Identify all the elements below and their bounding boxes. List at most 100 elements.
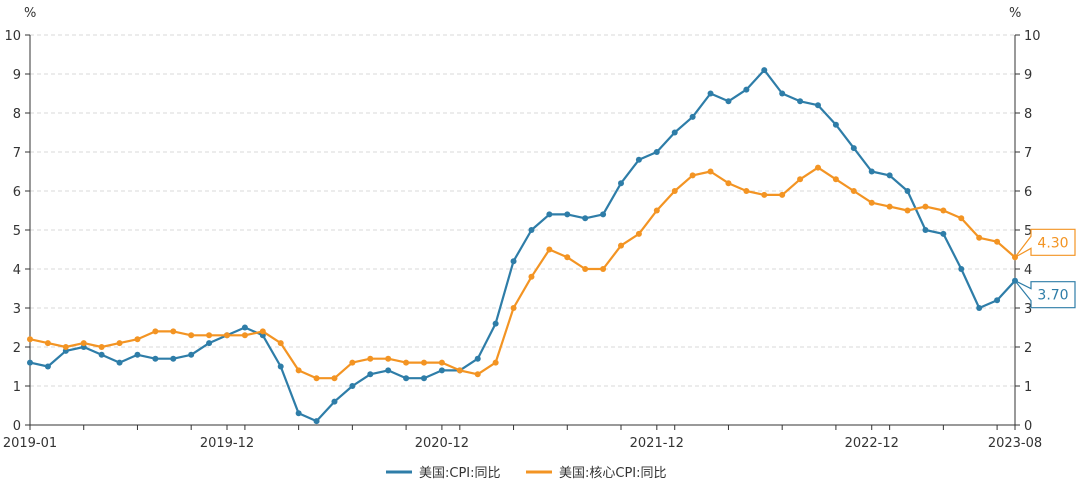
- series-1-point: [564, 211, 571, 218]
- callout-value-2: 4.30: [1037, 235, 1068, 251]
- series-1-point: [850, 145, 857, 152]
- series-1-point: [152, 355, 159, 362]
- series-1-point: [134, 351, 141, 358]
- left-y-tick-label: 3: [13, 302, 21, 317]
- series-2-point: [815, 164, 821, 171]
- series-2-point: [259, 328, 266, 335]
- x-tick-label: 2019-01: [3, 436, 57, 451]
- series-2-point: [349, 359, 356, 366]
- x-tick-label: 2021-12: [630, 436, 684, 451]
- series-2-point: [421, 359, 427, 366]
- series-2-point: [152, 328, 159, 335]
- series-1-point: [27, 359, 33, 366]
- series-1-point: [438, 367, 445, 374]
- left-y-tick-label: 5: [13, 224, 21, 239]
- series-1-point: [886, 172, 893, 179]
- left-y-tick-label: 4: [13, 263, 21, 278]
- series-1-point: [600, 211, 607, 218]
- axes: 0 0 1 1 2 2 3 3 4 4 5 5 6 6 7 7 8 8 9 9 10 10 2019-01 2019-12 20…: [3, 29, 1042, 451]
- series-2-point: [779, 191, 786, 198]
- x-tick-label: 2023-08: [988, 436, 1042, 451]
- series-1-point: [797, 98, 804, 105]
- series-1-point: [492, 320, 499, 327]
- series-2-point: [546, 246, 553, 253]
- legend-label-2[interactable]: 美国:核心CPI:同比: [559, 466, 667, 481]
- series-2-point: [170, 328, 177, 335]
- series-1-point: [653, 149, 660, 155]
- series-1-point: [116, 359, 123, 366]
- series-1-point: [582, 215, 589, 222]
- series-1-point: [528, 227, 535, 233]
- left-y-tick-label: 7: [13, 146, 21, 161]
- series-1-point: [994, 297, 1001, 304]
- series-1-point: [815, 102, 821, 109]
- series-1-point: [331, 398, 338, 405]
- series-1-point: [904, 188, 911, 194]
- legend-label-1[interactable]: 美国:CPI:同比: [419, 466, 501, 481]
- series-1-point: [170, 355, 177, 362]
- series-2-point: [80, 340, 87, 347]
- series-1-point: [868, 168, 875, 175]
- series-2-point: [44, 340, 51, 347]
- right-y-tick-label: 3: [1024, 302, 1032, 317]
- right-y-tick-label: 8: [1024, 107, 1032, 122]
- series-2-point: [761, 191, 768, 198]
- series-1-point: [277, 363, 284, 370]
- series-2-point: [134, 336, 141, 343]
- last-value-callouts: 3.70 4.30: [1014, 228, 1076, 309]
- x-tick-label: 2020-12: [415, 436, 469, 451]
- series-1-point: [421, 375, 427, 382]
- left-y-tick-label: 10: [4, 29, 21, 44]
- series-2-point: [689, 172, 696, 179]
- series-2-point: [403, 359, 410, 366]
- series-2-point: [295, 367, 302, 374]
- series-1-point: [188, 351, 195, 358]
- series-1-point: [349, 383, 356, 389]
- series-1-point: [743, 86, 750, 93]
- series-1-point: [295, 410, 302, 417]
- series-2-point: [456, 367, 463, 374]
- right-y-tick-label: 10: [1024, 29, 1041, 44]
- left-unit-label: %: [24, 6, 36, 21]
- left-y-tick-label: 0: [13, 419, 21, 434]
- series-1-point: [832, 121, 839, 128]
- series-1-point: [689, 113, 696, 120]
- series-2-point: [976, 234, 983, 241]
- right-y-tick-label: 7: [1024, 146, 1032, 161]
- series-1-point: [98, 351, 105, 358]
- series-1-point: [761, 67, 768, 74]
- series-1-point: [403, 375, 410, 382]
- series-2-point: [313, 375, 320, 382]
- series-2-point: [474, 371, 481, 378]
- series-2-point: [188, 332, 195, 339]
- callout-box-2: [1014, 228, 1076, 258]
- series-2-point: [116, 340, 123, 347]
- left-y-tick-label: 9: [13, 68, 21, 83]
- series-1-point: [976, 305, 983, 311]
- series-2-point: [618, 242, 624, 249]
- series-2-point: [277, 340, 284, 347]
- series-2-point: [385, 355, 392, 362]
- series-1-point: [958, 266, 965, 272]
- right-y-tick-label: 9: [1024, 68, 1032, 83]
- callout-box-1: [1014, 280, 1076, 309]
- series-1-point: [922, 227, 929, 233]
- series-1-point: [44, 363, 51, 370]
- callout-value-1: 3.70: [1037, 288, 1068, 304]
- series-2-point: [743, 188, 750, 194]
- series-1-point: [671, 129, 678, 136]
- legend[interactable]: 美国:CPI:同比 美国:核心CPI:同比: [386, 466, 667, 481]
- series-2-point: [725, 180, 732, 187]
- series-1-point: [779, 90, 786, 97]
- series-2-point: [600, 266, 607, 272]
- series-1-point: [510, 258, 517, 265]
- right-y-tick-label: 6: [1024, 185, 1032, 200]
- series-2-point: [671, 188, 678, 194]
- series-line-2: [29, 166, 1016, 380]
- series-2-point: [510, 305, 517, 311]
- left-y-tick-label: 6: [13, 185, 21, 200]
- series-2-point: [797, 176, 804, 183]
- series-2-point: [27, 336, 33, 343]
- series-1-point: [385, 367, 392, 374]
- series-2-point: [940, 207, 947, 214]
